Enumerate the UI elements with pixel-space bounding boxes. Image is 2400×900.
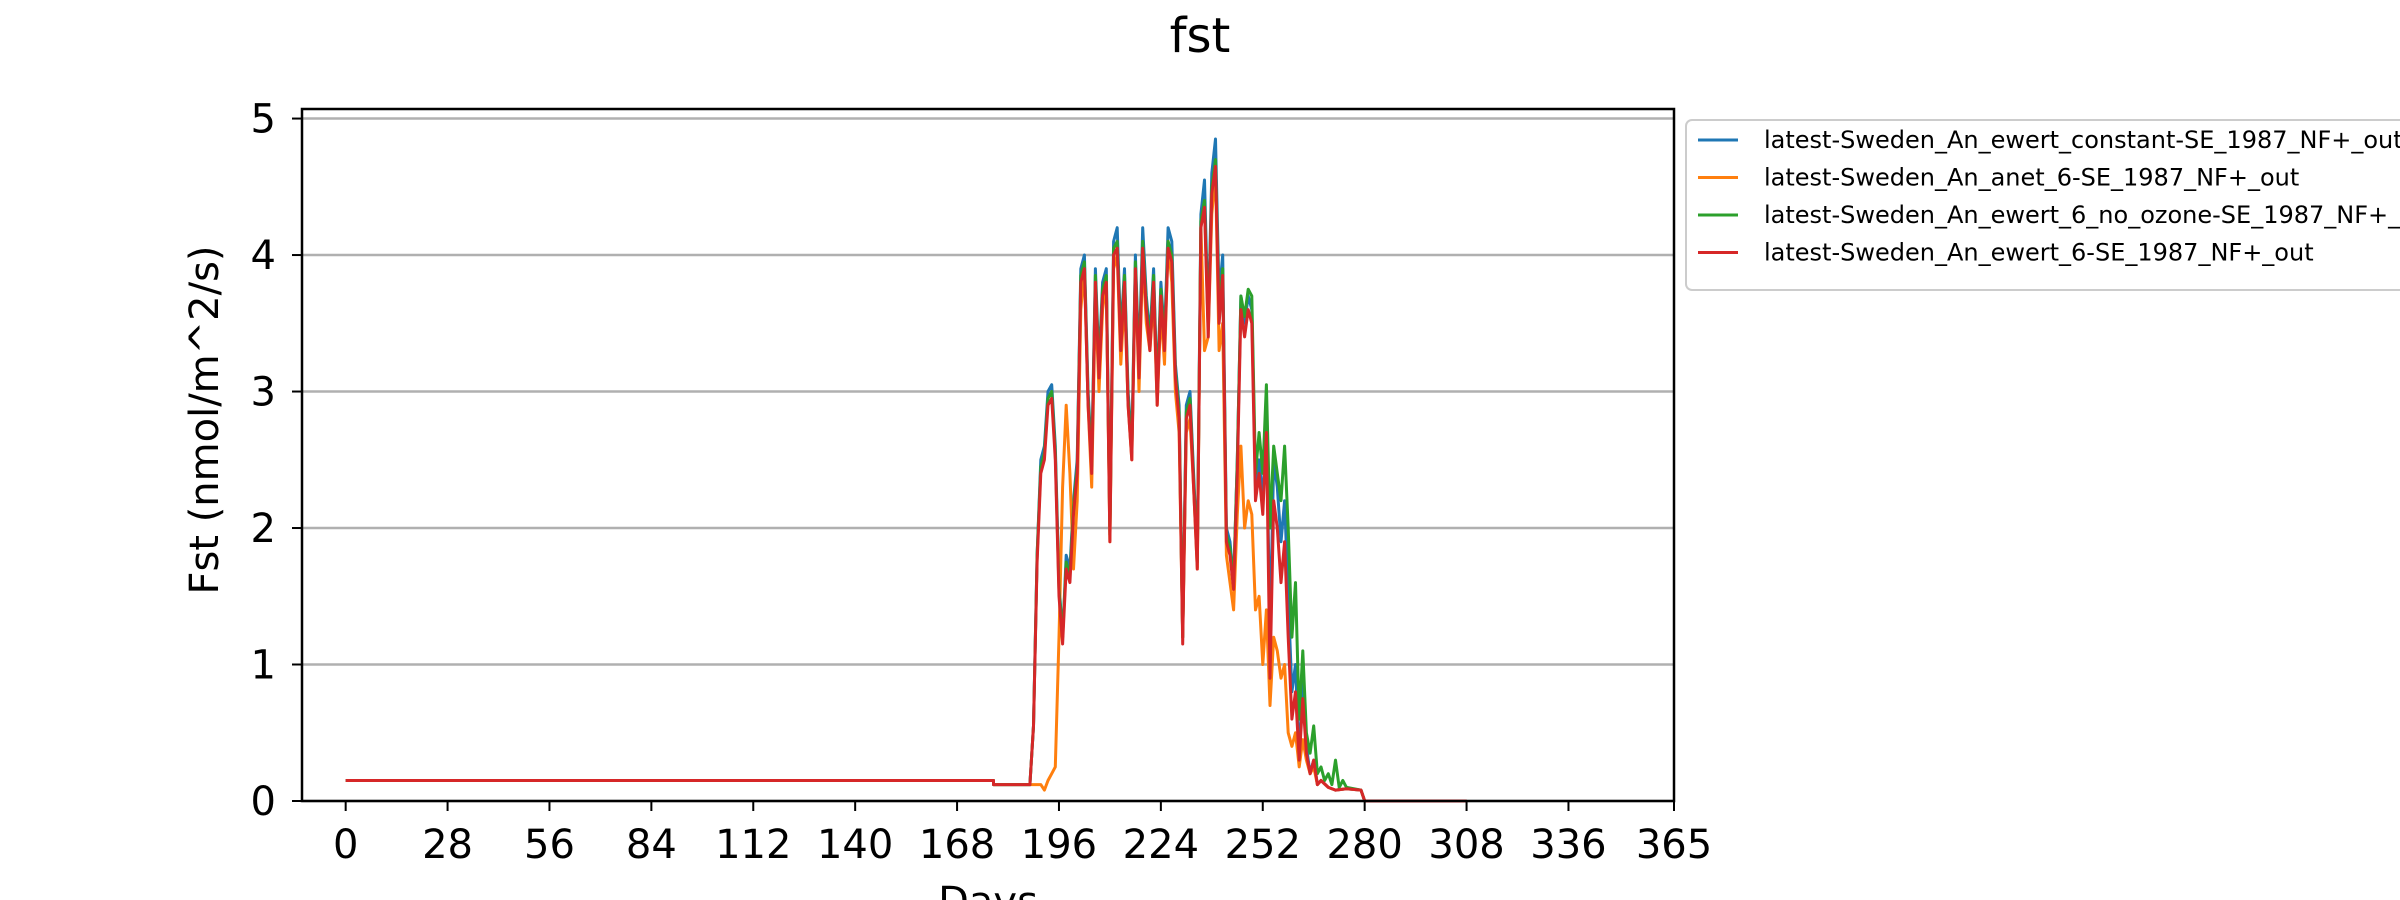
chart-title: fst — [1170, 8, 1231, 64]
x-tick-label: 168 — [919, 822, 995, 868]
x-tick-label: 224 — [1123, 822, 1199, 868]
x-tick-label: 140 — [817, 822, 893, 868]
x-tick-label: 308 — [1428, 822, 1504, 868]
y-axis-label: Fst (nmol/m^2/s) — [182, 245, 228, 594]
x-tick-label: 196 — [1021, 822, 1097, 868]
y-tick-label: 2 — [251, 506, 276, 552]
legend-entry-label: latest-Sweden_An_anet_6-SE_1987_NF+_out — [1764, 164, 2299, 192]
x-tick-label: 336 — [1530, 822, 1606, 868]
x-tick-label: 365 — [1636, 822, 1712, 868]
y-tick-label: 1 — [251, 643, 276, 689]
plot-area-frame — [300, 107, 1676, 803]
series-line-4 — [345, 164, 1467, 803]
legend-entry-label: latest-Sweden_An_ewert_6-SE_1987_NF+_out — [1764, 239, 2314, 267]
x-tick-label: 112 — [715, 822, 791, 868]
legend: latest-Sweden_An_ewert_constant-SE_1987_… — [1685, 119, 2400, 291]
series-lines — [345, 137, 1467, 803]
axis-ticks: 0 1 2 3 4 5 0 28 56 84 112 140 168 196 224 252 280 308 336… — [251, 97, 1713, 868]
y-tick-label: 4 — [251, 233, 276, 279]
gridlines — [302, 117, 1674, 803]
y-tick-label: 0 — [251, 779, 276, 825]
legend-frame — [1685, 119, 2400, 291]
y-tick-label: 5 — [251, 97, 276, 143]
x-tick-label: 0 — [333, 822, 358, 868]
y-tick-label: 3 — [251, 370, 276, 416]
x-axis-label: Days — [938, 879, 1038, 900]
x-tick-label: 280 — [1326, 822, 1402, 868]
legend-entry-label: latest-Sweden_An_ewert_constant-SE_1987_… — [1764, 126, 2400, 154]
x-tick-label: 56 — [524, 822, 575, 868]
x-tick-label: 252 — [1225, 822, 1301, 868]
legend-entry-label: latest-Sweden_An_ewert_6_no_ozone-SE_198… — [1764, 201, 2400, 229]
x-tick-label: 28 — [422, 822, 473, 868]
x-tick-label: 84 — [626, 822, 677, 868]
